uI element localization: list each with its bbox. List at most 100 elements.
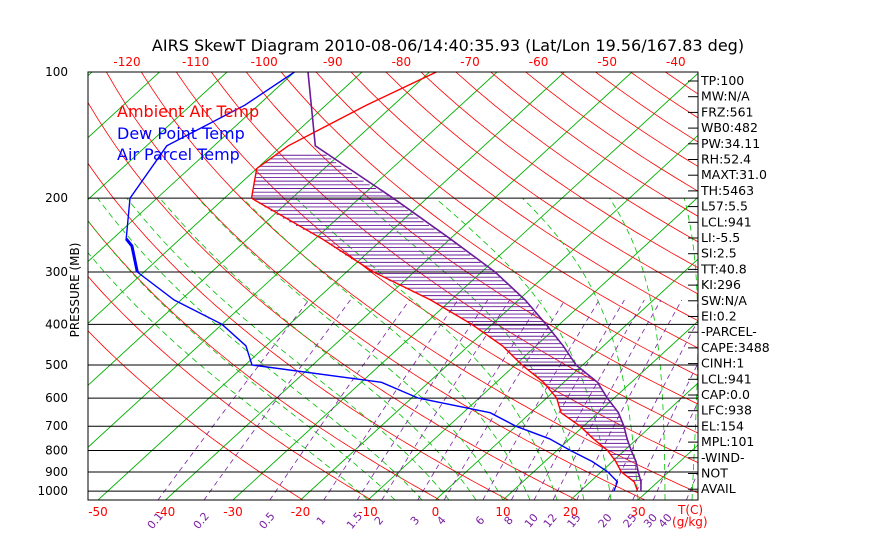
- dry-adiabat-line: [88, 162, 509, 500]
- isotherm-line: [367, 196, 698, 500]
- pressure-tick-label: 100: [45, 65, 68, 79]
- index-label: SI:2.5: [701, 246, 737, 261]
- y-axis-label: PRESSURE (MB): [68, 243, 82, 338]
- index-label: EL:154: [701, 418, 744, 433]
- isotherm-line: [232, 72, 698, 500]
- index-label: CAP:0.0: [701, 387, 750, 402]
- index-label: LCL:941: [701, 214, 752, 229]
- index-label: RH:52.4: [701, 152, 751, 167]
- index-label: -WIND-: [701, 450, 745, 465]
- mixing-ratio-line: [607, 319, 698, 500]
- dew-point-emphasis-segment: [125, 237, 139, 273]
- dry-adiabat-line: [805, 72, 870, 500]
- bottom-temperature-tick-label: -30: [223, 505, 243, 519]
- mixing-ratio-tick-label: 1: [314, 514, 328, 528]
- bottom-temperature-tick-label: 20: [563, 505, 578, 519]
- index-label: TH:5463: [700, 183, 754, 198]
- index-label: L57:5.5: [701, 199, 748, 214]
- mixing-ratio-line: [576, 299, 683, 500]
- moist-adiabat-line: [88, 252, 369, 500]
- top-temperature-tick-label: -110: [182, 55, 209, 69]
- chart-title: AIRS SkewT Diagram 2010-08-06/14:40:35.9…: [152, 36, 744, 55]
- mixing-ratio-line: [356, 299, 489, 500]
- isotherm-line: [88, 72, 430, 386]
- cape-hatch: [251, 154, 641, 481]
- legend-ambient-air-temp: Ambient Air Temp: [117, 102, 259, 121]
- dry-adiabat-line: [88, 275, 372, 500]
- index-label: SW:N/A: [701, 293, 747, 308]
- index-label: TT:40.8: [700, 261, 747, 276]
- mixing-ratio-unit-label: (g/kg): [672, 515, 708, 529]
- index-label: CINH:1: [701, 356, 744, 371]
- bottom-temperature-tick-label: 10: [495, 505, 510, 519]
- index-label: PW:34.11: [701, 136, 760, 151]
- mixing-ratio-tick-label: 2: [372, 514, 386, 528]
- mixing-ratio-tick-label: 4: [434, 514, 448, 528]
- index-label: AVAIL: [701, 481, 736, 496]
- pressure-tick-label: 200: [45, 191, 68, 205]
- bottom-temperature-tick-label: -50: [88, 505, 108, 519]
- index-label: MW:N/A: [701, 89, 750, 104]
- pressure-tick-label: 600: [45, 391, 68, 405]
- top-temperature-tick-label: -50: [597, 55, 617, 69]
- moist-adiabat-line: [197, 197, 504, 500]
- series-line-dew-point-temp: [125, 72, 619, 492]
- index-label: CAPE:3488: [701, 340, 770, 355]
- moist-adiabat-line: [683, 198, 698, 500]
- dry-adiabat-line: [770, 72, 870, 500]
- dry-adiabat-line: [840, 72, 870, 500]
- bottom-temperature-tick-label: 30: [630, 505, 645, 519]
- isotherm-line: [502, 320, 698, 500]
- pressure-tick-label: 400: [45, 317, 68, 331]
- mixing-ratio-line: [157, 299, 310, 500]
- moist-adiabat-line: [242, 197, 531, 500]
- bottom-temperature-axis: -50 -40 -30 -20 -10 0 10 20 30: [88, 505, 645, 519]
- bottom-temperature-tick-label: -10: [358, 505, 378, 519]
- pressure-tick-label: 300: [45, 265, 68, 279]
- mixing-ratio-line: [552, 299, 662, 500]
- isotherm-line: [435, 258, 698, 500]
- moist-adiabat-line: [609, 197, 666, 500]
- top-temperature-tick-label: -120: [113, 55, 140, 69]
- top-temperature-axis: -120 -110 -100 -90 -80 -70 -60 -50 -40: [113, 55, 685, 69]
- mixing-ratio-line: [482, 299, 600, 500]
- dry-adiabat-line: [88, 101, 577, 500]
- isotherm-line: [88, 72, 363, 324]
- dry-adiabat-line: [245, 72, 698, 405]
- series-line-air-parcel-temp: [307, 72, 642, 492]
- mixing-ratio-line: [269, 299, 410, 500]
- mixing-ratio-line: [381, 299, 510, 500]
- mixing-ratio-tick-label: 20: [596, 511, 615, 530]
- dry-adiabat-line: [665, 72, 698, 95]
- top-temperature-tick-label: -90: [323, 55, 343, 69]
- moist-adiabat-line: [295, 197, 558, 500]
- pressure-tick-label: 700: [45, 419, 68, 433]
- isotherm-line: [0, 72, 25, 500]
- dry-adiabat-line: [420, 72, 698, 269]
- index-label: KI:296: [701, 277, 741, 292]
- pressure-tick-label: 500: [45, 358, 68, 372]
- top-temperature-tick-label: -70: [460, 55, 480, 69]
- top-temperature-tick-label: -40: [666, 55, 686, 69]
- dry-adiabat-line: [315, 72, 698, 349]
- mixing-ratio-tick-label: 12: [541, 511, 560, 530]
- dry-adiabat-line: [350, 72, 698, 322]
- mixing-ratio-line: [511, 299, 625, 500]
- moist-adiabat-line: [522, 197, 639, 500]
- top-temperature-tick-label: -80: [392, 55, 412, 69]
- temperature-unit-label: T(C): [677, 503, 703, 517]
- index-label: WB0:482: [701, 120, 758, 135]
- index-label: FRZ:561: [701, 104, 754, 119]
- index-label: LCL:941: [701, 371, 752, 386]
- isotherm-line: [97, 72, 565, 500]
- moist-adiabat-line: [97, 197, 423, 500]
- mixing-ratio-tick-label: 0.5: [257, 510, 278, 532]
- dry-adiabat-line: [490, 72, 698, 217]
- mixing-ratio-tick-label: 0.2: [191, 510, 212, 532]
- index-label: EI:0.2: [701, 309, 737, 324]
- index-label: LI:-5.5: [701, 230, 740, 245]
- isotherm-line: [88, 72, 295, 263]
- legend-air-parcel-temp: Air Parcel Temp: [117, 145, 240, 164]
- pressure-tick-label: 900: [45, 465, 68, 479]
